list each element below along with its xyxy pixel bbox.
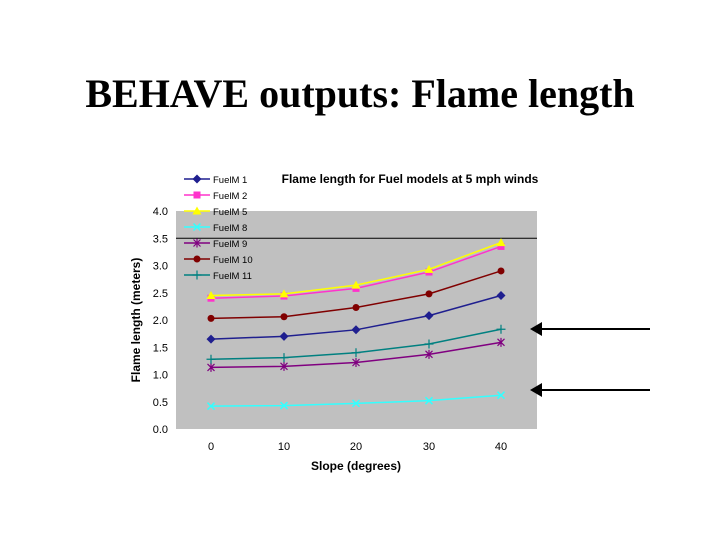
x-tick-label: 10 bbox=[278, 441, 290, 453]
chart-title: Flame length for Fuel models at 5 mph wi… bbox=[282, 172, 539, 186]
data-point bbox=[424, 396, 434, 405]
data-point bbox=[352, 358, 360, 368]
data-point bbox=[497, 267, 505, 275]
legend-marker bbox=[192, 174, 202, 184]
legend-item: FuelM 10 bbox=[184, 255, 253, 266]
data-point bbox=[351, 280, 361, 289]
data-point bbox=[207, 362, 215, 372]
legend-label: FuelM 2 bbox=[213, 191, 247, 202]
data-point bbox=[424, 311, 434, 321]
legend-item: FuelM 9 bbox=[184, 238, 247, 250]
legend-marker bbox=[193, 238, 201, 248]
slide-title: BEHAVE outputs: Flame length bbox=[85, 71, 635, 116]
y-tick-label: 1.5 bbox=[153, 342, 168, 354]
x-axis-label: Slope (degrees) bbox=[311, 459, 401, 473]
data-point bbox=[496, 324, 506, 334]
data-point bbox=[206, 354, 216, 364]
x-tick-label: 30 bbox=[423, 441, 435, 453]
data-point bbox=[206, 290, 216, 299]
data-point bbox=[425, 290, 433, 298]
legend-marker bbox=[192, 270, 202, 280]
legend-marker bbox=[193, 191, 201, 199]
legend-marker bbox=[192, 222, 202, 232]
x-tick-label: 40 bbox=[495, 441, 507, 453]
data-point bbox=[496, 391, 506, 400]
x-tick-label: 0 bbox=[208, 441, 214, 453]
data-point bbox=[425, 349, 433, 359]
legend-item: FuelM 8 bbox=[184, 222, 247, 234]
data-point bbox=[351, 399, 361, 408]
data-point bbox=[207, 314, 215, 322]
legend-item: FuelM 5 bbox=[184, 206, 247, 218]
data-point bbox=[280, 313, 288, 321]
y-tick-label: 3.5 bbox=[153, 233, 168, 245]
legend-label: FuelM 1 bbox=[213, 175, 247, 186]
legend-label: FuelM 11 bbox=[213, 271, 252, 282]
data-point bbox=[279, 353, 289, 363]
data-point bbox=[497, 242, 505, 250]
x-tick-label: 20 bbox=[350, 441, 362, 453]
series-fuelm-1 bbox=[206, 290, 506, 344]
data-point bbox=[206, 334, 216, 344]
legend-item: FuelM 2 bbox=[184, 191, 247, 202]
data-point bbox=[351, 348, 361, 358]
legend: FuelM 1 FuelM 2 FuelM 5 FuelM 8 FuelM 9 FuelM… bbox=[184, 174, 253, 282]
plot-area bbox=[176, 211, 537, 429]
data-point bbox=[424, 264, 434, 273]
data-point bbox=[279, 401, 289, 410]
legend-item: FuelM 11 bbox=[184, 270, 252, 282]
data-point bbox=[352, 303, 360, 311]
annotation-arrow-lower bbox=[530, 383, 650, 397]
data-point bbox=[496, 290, 506, 300]
legend-label: FuelM 10 bbox=[213, 255, 253, 266]
legend-label: FuelM 5 bbox=[213, 207, 247, 218]
series-fuelm-5 bbox=[206, 238, 506, 299]
data-point bbox=[496, 238, 506, 247]
legend-marker bbox=[192, 206, 202, 215]
series-fuelm-8 bbox=[206, 391, 506, 411]
data-point bbox=[497, 337, 505, 347]
data-point bbox=[424, 339, 434, 349]
y-tick-label: 4.0 bbox=[153, 206, 168, 218]
y-tick-label: 2.0 bbox=[153, 315, 168, 327]
data-point bbox=[280, 361, 288, 371]
y-tick-label: 3.0 bbox=[153, 261, 168, 273]
y-axis-label: Flame length (meters) bbox=[129, 258, 143, 383]
annotation-arrow-upper bbox=[530, 322, 650, 336]
data-point bbox=[279, 289, 289, 298]
series-fuelm-11 bbox=[206, 324, 506, 364]
series-fuelm-10 bbox=[207, 267, 505, 322]
legend-marker bbox=[193, 255, 201, 263]
series-fuelm-9 bbox=[207, 337, 505, 372]
data-point bbox=[351, 325, 361, 335]
data-point bbox=[206, 402, 216, 411]
y-tick-label: 0.5 bbox=[153, 397, 168, 409]
y-tick-label: 1.0 bbox=[153, 370, 168, 382]
y-tick-label: 2.5 bbox=[153, 288, 168, 300]
legend-label: FuelM 9 bbox=[213, 239, 247, 250]
data-point bbox=[279, 331, 289, 341]
y-tick-label: 0.0 bbox=[153, 424, 168, 436]
legend-label: FuelM 8 bbox=[213, 223, 247, 234]
legend-item: FuelM 1 bbox=[184, 174, 247, 186]
